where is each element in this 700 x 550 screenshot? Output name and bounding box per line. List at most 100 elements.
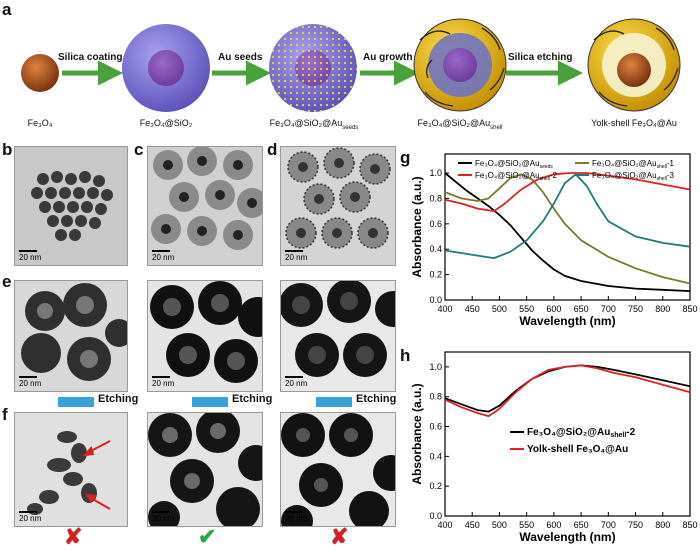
fe3o4-sio2-particle	[122, 24, 210, 112]
step-silica-etching: Silica etching	[508, 52, 573, 63]
tem-image-d: 20 nm	[280, 146, 396, 266]
au-seeds-particle	[269, 24, 357, 112]
y-tick-label: 0.4	[429, 451, 442, 461]
tem-image-f2: 20 nm	[147, 412, 263, 527]
x-tick-label: 400	[437, 304, 452, 314]
legend-entry-1: Fe₃O₄@SiO₂@Auseeds	[475, 159, 553, 170]
x-tick-label: 550	[519, 520, 534, 530]
step-au-seeds: Au seeds	[218, 52, 263, 63]
panel-label-f: f	[2, 405, 8, 424]
chart-h: 400 450 500 550 600 650 700 750 800 850 0.0 0.2 0.4 0…	[410, 351, 698, 544]
y-axis-label: Absorbance (a.u.)	[410, 176, 424, 277]
y-tick-label: 0.8	[429, 193, 442, 203]
yolk-shell-particle	[587, 18, 681, 112]
check-mark-icon: ✔	[198, 524, 217, 549]
y-tick-label: 0.6	[429, 422, 442, 432]
panel-label-e: e	[2, 272, 12, 291]
cross-mark-icon: ✘	[64, 524, 83, 549]
etching-label-3: Etching	[356, 393, 397, 405]
tem-image-f1: 20 nm	[14, 412, 128, 527]
x-tick-label: 450	[465, 520, 480, 530]
etching-label-2: Etching	[232, 393, 273, 405]
x-tick-label: 550	[519, 304, 534, 314]
x-tick-label: 850	[682, 304, 697, 314]
panel-label-a: a	[2, 0, 12, 19]
x-axis-label: Wavelength (nm)	[519, 314, 615, 328]
tem-image-b: 20 nm	[14, 146, 128, 266]
scale-bar: 20 nm	[152, 376, 175, 388]
au-shell-particle	[413, 18, 507, 112]
x-tick-label: 600	[546, 304, 561, 314]
legend-entry-1: Fe₃O₄@SiO₂@Aushell-2	[527, 427, 636, 439]
scale-bar: 20 nm	[285, 511, 308, 523]
x-tick-label: 650	[574, 520, 589, 530]
scale-bar: 20 nm	[19, 511, 42, 523]
etching-arrow-3	[316, 397, 352, 407]
x-tick-label: 500	[492, 520, 507, 530]
panel-label-d: d	[267, 140, 278, 159]
series-line-2	[444, 364, 691, 417]
x-tick-label: 800	[655, 520, 670, 530]
x-tick-label: 850	[682, 520, 697, 530]
chart-g: 400 450 500 550 600 650 700 750 800 850 0.0 0.2 0.4 0…	[410, 153, 698, 328]
x-axis-label: Wavelength (nm)	[519, 530, 615, 544]
cross-mark-icon: ✘	[330, 524, 349, 549]
y-tick-label: 0.2	[429, 270, 442, 280]
step-au-growth: Au growth	[363, 52, 413, 63]
tem-image-e3: 20 nm	[280, 280, 396, 392]
x-tick-label: 450	[465, 304, 480, 314]
x-tick-label: 400	[437, 520, 452, 530]
etching-arrow-1	[58, 397, 94, 407]
x-tick-label: 750	[628, 304, 643, 314]
step-silica-coating: Silica coating	[58, 52, 123, 63]
caption-au-shell: Fe₃O₄@SiO₂@Aushell	[417, 118, 503, 131]
x-tick-label: 600	[546, 520, 561, 530]
y-tick-label: 0.0	[429, 511, 442, 521]
legend-entry-2: Yolk-shell Fe₃O₄@Au	[527, 444, 628, 455]
plot-frame	[444, 351, 691, 517]
y-tick-label: 1.0	[429, 362, 442, 372]
series-line-1	[444, 172, 691, 292]
y-tick-label: 0.8	[429, 392, 442, 402]
scale-bar: 20 nm	[152, 511, 175, 523]
panel-label-g: g	[400, 148, 411, 167]
scale-bar: 20 nm	[285, 250, 308, 262]
caption-au-seeds: Fe₃O₄@SiO₂@Auseeds	[269, 118, 359, 131]
etching-label-1: Etching	[98, 393, 139, 405]
legend-entry-3: Fe₃O₄@SiO₂@Aushell-2	[475, 171, 558, 182]
plot-frame	[444, 153, 691, 301]
y-axis-label: Absorbance (a.u.)	[410, 383, 424, 484]
tem-image-f3: 20 nm	[280, 412, 396, 527]
panel-label-b: b	[2, 140, 13, 159]
series-line-3	[444, 172, 691, 212]
series-line-4	[444, 173, 691, 259]
y-tick-label: 0.0	[429, 295, 442, 305]
y-tick-label: 0.2	[429, 481, 442, 491]
caption-yolk-shell: Yolk-shell Fe₃O₄@Au	[591, 118, 677, 128]
series-line-2	[444, 173, 691, 285]
y-tick-label: 1.0	[429, 168, 442, 178]
legend-entry-2: Fe₃O₄@SiO₂@Aushell-1	[592, 159, 675, 170]
synthesis-scheme	[21, 18, 681, 112]
tem-image-c: 20 nm	[147, 146, 263, 266]
fe3o4-particle	[21, 54, 59, 92]
panel-label-c: c	[134, 140, 144, 159]
tem-image-e1: 20 nm	[14, 280, 128, 392]
legend-entry-4: Fe₃O₄@SiO₂@Aushell-3	[592, 171, 675, 182]
scale-bar: 20 nm	[19, 376, 42, 388]
y-tick-label: 0.6	[429, 219, 442, 229]
x-tick-label: 700	[601, 304, 616, 314]
x-tick-label: 800	[655, 304, 670, 314]
etching-arrow-2	[192, 397, 228, 407]
scale-bar: 20 nm	[285, 376, 308, 388]
series-line-1	[444, 364, 691, 413]
x-tick-label: 500	[492, 304, 507, 314]
panel-label-h: h	[400, 346, 411, 365]
x-tick-label: 750	[628, 520, 643, 530]
scale-bar: 20 nm	[152, 250, 175, 262]
scale-bar: 20 nm	[19, 250, 42, 262]
caption-fe3o4: Fe₃O₄	[27, 118, 53, 128]
caption-fe3o4-sio2: Fe₃O₄@SiO₂	[139, 118, 193, 128]
tem-image-e2: 20 nm	[147, 280, 263, 392]
y-tick-label: 0.4	[429, 244, 442, 254]
